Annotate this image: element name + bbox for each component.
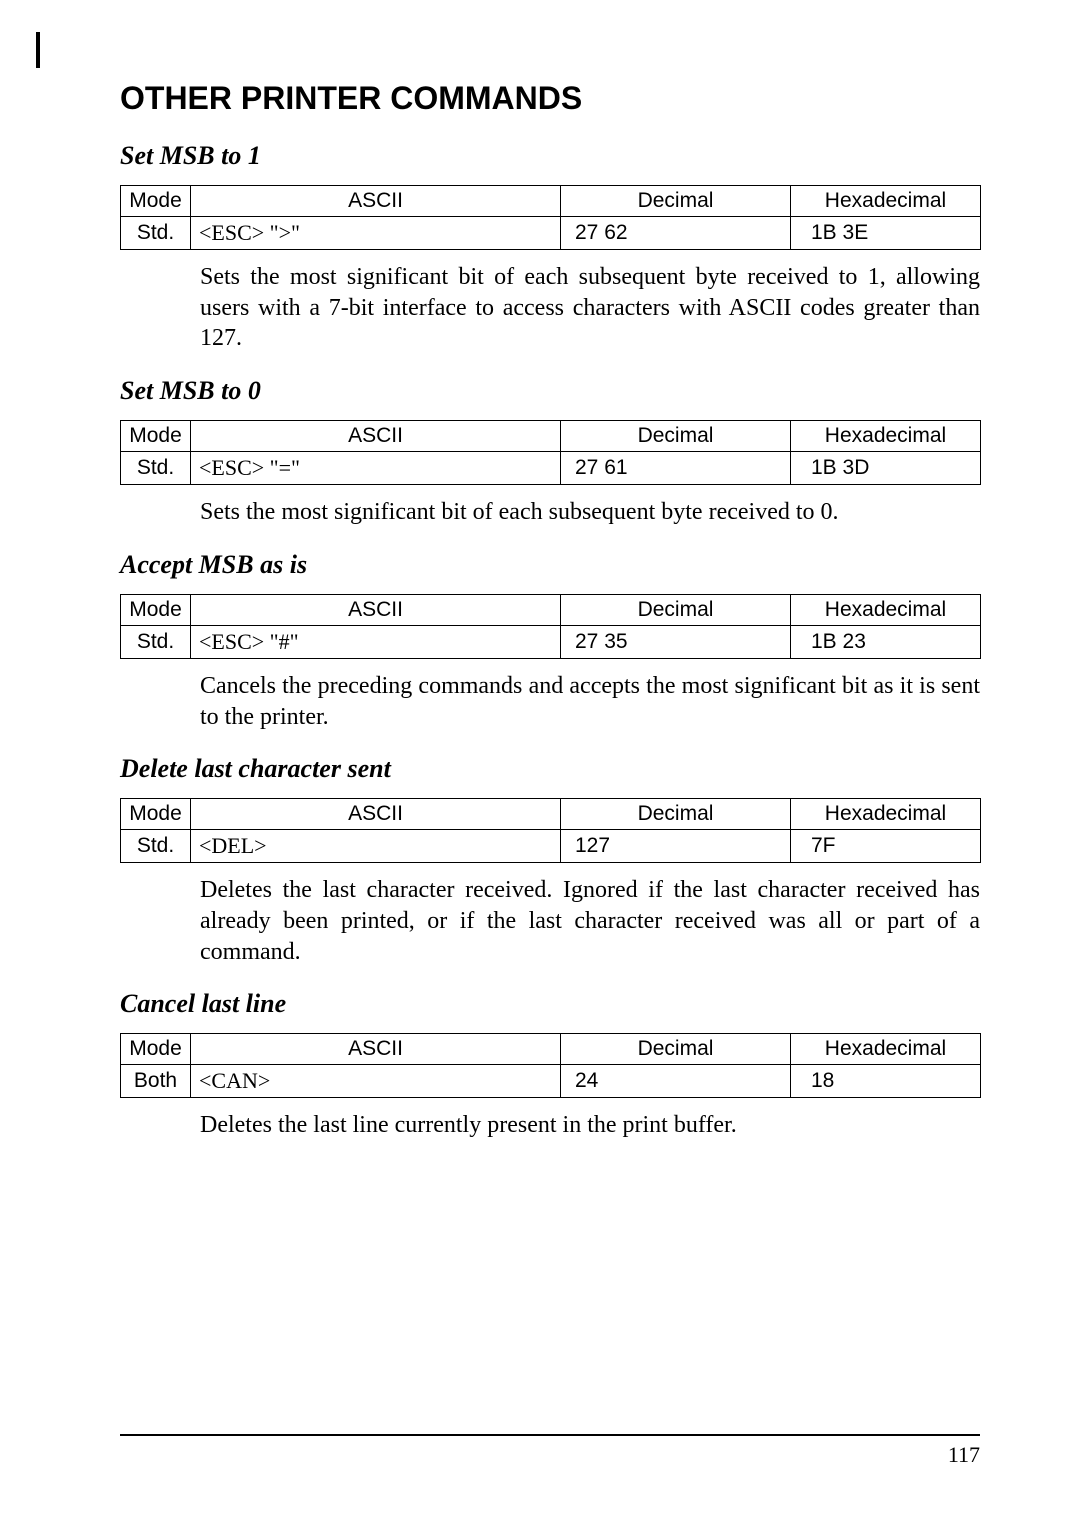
cell-mode: Both <box>121 1065 191 1098</box>
table-row: Std. <DEL> 127 7F <box>121 830 981 863</box>
col-hex: Hexadecimal <box>791 1034 981 1065</box>
page-number: 117 <box>120 1442 980 1468</box>
section-title-set-msb-0: Set MSB to 0 <box>120 376 980 406</box>
col-hex: Hexadecimal <box>791 421 981 452</box>
table-header-row: Mode ASCII Decimal Hexadecimal <box>121 799 981 830</box>
col-mode: Mode <box>121 186 191 217</box>
cell-ascii: <DEL> <box>191 830 561 863</box>
col-hex: Hexadecimal <box>791 594 981 625</box>
col-ascii: ASCII <box>191 421 561 452</box>
col-hex: Hexadecimal <box>791 186 981 217</box>
desc-delete-last-char: Deletes the last character received. Ign… <box>200 875 980 967</box>
table-row: Std. <ESC> "#" 27 35 1B 23 <box>121 625 981 658</box>
cell-decimal: 27 35 <box>561 625 791 658</box>
col-mode: Mode <box>121 594 191 625</box>
main-title: OTHER PRINTER COMMANDS <box>120 80 980 117</box>
col-ascii: ASCII <box>191 594 561 625</box>
cmd-table-set-msb-1: Mode ASCII Decimal Hexadecimal Std. <ESC… <box>120 185 981 250</box>
cell-ascii: <CAN> <box>191 1065 561 1098</box>
cmd-table-set-msb-0: Mode ASCII Decimal Hexadecimal Std. <ESC… <box>120 420 981 485</box>
cell-ascii: <ESC> "=" <box>191 452 561 485</box>
cell-mode: Std. <box>121 625 191 658</box>
desc-set-msb-1: Sets the most significant bit of each su… <box>200 262 980 354</box>
cell-mode: Std. <box>121 830 191 863</box>
desc-cancel-last-line: Deletes the last line currently present … <box>200 1110 980 1141</box>
desc-accept-msb: Cancels the preceding commands and accep… <box>200 671 980 732</box>
cmd-table-cancel-last-line: Mode ASCII Decimal Hexadecimal Both <CAN… <box>120 1033 981 1098</box>
section-title-delete-last-char: Delete last character sent <box>120 754 980 784</box>
cell-hex: 7F <box>791 830 981 863</box>
section-title-cancel-last-line: Cancel last line <box>120 989 980 1019</box>
cell-hex: 1B 3D <box>791 452 981 485</box>
cell-hex: 1B 23 <box>791 625 981 658</box>
col-ascii: ASCII <box>191 1034 561 1065</box>
footer: 117 <box>120 1434 980 1468</box>
cell-mode: Std. <box>121 217 191 250</box>
cell-hex: 18 <box>791 1065 981 1098</box>
table-header-row: Mode ASCII Decimal Hexadecimal <box>121 1034 981 1065</box>
col-mode: Mode <box>121 1034 191 1065</box>
table-row: Std. <ESC> "=" 27 61 1B 3D <box>121 452 981 485</box>
col-decimal: Decimal <box>561 186 791 217</box>
cell-ascii: <ESC> ">" <box>191 217 561 250</box>
cell-decimal: 127 <box>561 830 791 863</box>
cell-decimal: 27 61 <box>561 452 791 485</box>
col-hex: Hexadecimal <box>791 799 981 830</box>
col-ascii: ASCII <box>191 799 561 830</box>
section-title-accept-msb: Accept MSB as is <box>120 550 980 580</box>
footer-rule <box>120 1434 980 1436</box>
cmd-table-delete-last-char: Mode ASCII Decimal Hexadecimal Std. <DEL… <box>120 798 981 863</box>
scan-artifact-bar <box>36 32 40 68</box>
col-decimal: Decimal <box>561 1034 791 1065</box>
col-mode: Mode <box>121 799 191 830</box>
cell-decimal: 24 <box>561 1065 791 1098</box>
desc-set-msb-0: Sets the most significant bit of each su… <box>200 497 980 528</box>
cell-hex: 1B 3E <box>791 217 981 250</box>
col-decimal: Decimal <box>561 421 791 452</box>
cell-decimal: 27 62 <box>561 217 791 250</box>
col-ascii: ASCII <box>191 186 561 217</box>
cell-ascii: <ESC> "#" <box>191 625 561 658</box>
table-header-row: Mode ASCII Decimal Hexadecimal <box>121 186 981 217</box>
col-mode: Mode <box>121 421 191 452</box>
cell-mode: Std. <box>121 452 191 485</box>
table-row: Both <CAN> 24 18 <box>121 1065 981 1098</box>
table-header-row: Mode ASCII Decimal Hexadecimal <box>121 421 981 452</box>
table-header-row: Mode ASCII Decimal Hexadecimal <box>121 594 981 625</box>
cmd-table-accept-msb: Mode ASCII Decimal Hexadecimal Std. <ESC… <box>120 594 981 659</box>
col-decimal: Decimal <box>561 799 791 830</box>
table-row: Std. <ESC> ">" 27 62 1B 3E <box>121 217 981 250</box>
section-title-set-msb-1: Set MSB to 1 <box>120 141 980 171</box>
col-decimal: Decimal <box>561 594 791 625</box>
